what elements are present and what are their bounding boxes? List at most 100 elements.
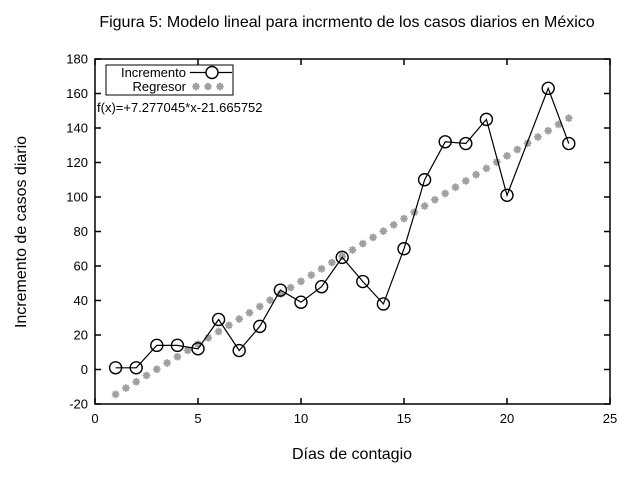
x-tick-label: 5 (194, 411, 201, 426)
regresor-point (276, 289, 285, 298)
incremento-point (191, 342, 205, 356)
regresor-point (204, 82, 212, 91)
regresor-point (379, 227, 388, 236)
regresor-point (214, 327, 223, 336)
y-tick-label: 0 (81, 362, 88, 377)
regresor-point (533, 132, 542, 141)
incremento-point (417, 173, 432, 187)
regresor-point (194, 340, 202, 349)
incremento-point (253, 319, 267, 334)
y-tick-label: 180 (66, 52, 88, 67)
regresor-point (121, 384, 130, 393)
x-tick-label: 15 (397, 411, 411, 426)
y-tick-label: -20 (69, 397, 88, 412)
regresor-point (441, 189, 450, 198)
regresor-point (358, 239, 367, 248)
x-axis-label: Días de contagio (292, 446, 412, 463)
x-tick-label: 20 (500, 411, 514, 426)
x-tick-label: 0 (91, 411, 98, 426)
incremento-series (108, 81, 576, 375)
y-tick-label: 60 (74, 259, 88, 274)
regresor-point (389, 220, 398, 229)
incremento-line (115, 86, 570, 369)
incremento-point (150, 338, 164, 353)
incremento-point (541, 81, 555, 96)
incremento-point (397, 242, 411, 256)
regresor-point (216, 82, 224, 91)
y-tick-label: 80 (74, 224, 88, 239)
regresor-point (503, 151, 511, 160)
fit-annotation: f(x)=+7.277045*x-21.665752 (97, 100, 263, 115)
y-axis-label: Incremento de casos diario (13, 136, 30, 328)
legend-label-regresor: Regresor (133, 79, 187, 94)
regresor-point (451, 183, 460, 192)
regresor-point (554, 120, 563, 129)
regresor-point (369, 233, 378, 242)
incremento-point (129, 361, 143, 375)
y-tick-label: 40 (74, 293, 88, 308)
regresor-point (420, 202, 429, 211)
regresor-point (472, 170, 481, 179)
y-tick-label: 120 (66, 155, 88, 170)
y-tick-label: 100 (66, 190, 88, 205)
chart-title: Figura 5: Modelo lineal para incrmento d… (99, 14, 594, 31)
regresor-point (307, 271, 316, 280)
incremento-point (232, 343, 246, 358)
incremento-point (376, 297, 391, 311)
regresor-point (173, 352, 182, 361)
regresor-point (338, 252, 347, 261)
regresor-point (286, 283, 295, 292)
regresor-point (317, 264, 326, 273)
incremento-point (438, 135, 452, 149)
regresor-point (430, 195, 439, 204)
x-tick-label: 25 (603, 411, 617, 426)
legend-incremento-marker (190, 65, 232, 80)
incremento-point (562, 136, 576, 151)
regresor-point (461, 176, 470, 185)
regresor-point (492, 158, 501, 167)
regresor-point (224, 321, 233, 330)
incremento-point (211, 312, 226, 327)
regresor-point (163, 358, 172, 367)
ticks (94, 58, 611, 405)
regresor-point (204, 333, 213, 342)
regresor-point (111, 390, 120, 399)
incremento-point (335, 250, 349, 265)
x-tick-label: 10 (294, 411, 308, 426)
regresor-point (235, 315, 244, 324)
regresor-point (152, 365, 161, 374)
regresor-point (564, 114, 573, 123)
legend-label-incremento: Incremento (121, 65, 186, 80)
incremento-point (314, 280, 329, 294)
y-tick-label: 160 (66, 86, 88, 101)
regresor-point (183, 346, 192, 355)
incremento-point (273, 283, 288, 297)
y-tick-label: 140 (66, 121, 88, 136)
regresor-point (192, 82, 200, 91)
incremento-point (170, 338, 185, 353)
regresor-point (482, 164, 491, 173)
regresor-point (266, 296, 275, 305)
y-tick-label: 20 (74, 328, 88, 343)
regresor-point (132, 377, 141, 386)
regresor-point (142, 371, 151, 380)
regresor-point (348, 245, 357, 254)
legend-regresor-marker (192, 82, 224, 91)
regresor-point (297, 277, 305, 286)
regresor-point (400, 214, 408, 223)
regresor-point (513, 145, 522, 154)
legend: Incremento Regresor (105, 64, 234, 96)
regresor-series (111, 114, 573, 399)
incremento-point (479, 112, 494, 127)
regresor-point (544, 126, 553, 135)
regresor-point (255, 302, 264, 311)
incremento-point (500, 188, 514, 202)
incremento-point (294, 295, 308, 309)
incremento-point (108, 361, 123, 375)
regresor-point (327, 258, 336, 267)
incremento-point (356, 274, 370, 289)
